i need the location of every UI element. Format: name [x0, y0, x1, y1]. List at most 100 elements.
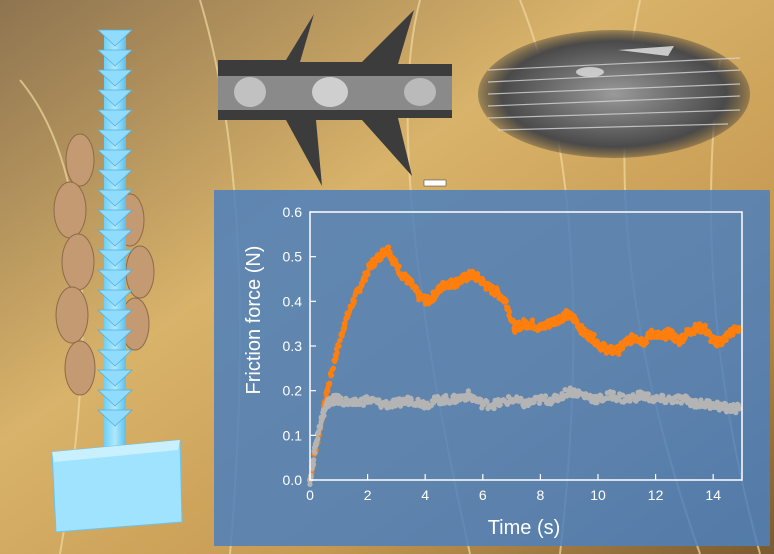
data-point	[667, 329, 673, 336]
data-point	[531, 399, 537, 405]
data-point	[327, 380, 333, 386]
data-point	[360, 402, 367, 408]
axes: 0 2 4 6 8 10 12 14 0.0 0.1 0.2 0.3 0.4 0.5 0.6	[283, 204, 743, 503]
data-point	[506, 309, 513, 315]
data-point	[332, 351, 339, 358]
data-point	[649, 329, 656, 336]
data-point	[652, 396, 659, 403]
data-point	[572, 316, 578, 323]
x-axis-label: Time (s)	[488, 517, 561, 539]
data-point	[684, 329, 691, 336]
x-tick-label: 8	[537, 487, 545, 503]
data-point	[396, 396, 403, 402]
data-point	[695, 401, 702, 408]
data-point	[485, 284, 492, 291]
data-point	[723, 337, 729, 343]
data-point	[478, 397, 484, 403]
data-point	[736, 325, 743, 332]
data-point	[312, 441, 319, 448]
data-point	[393, 401, 400, 408]
data-point	[724, 405, 731, 412]
data-point	[357, 288, 363, 295]
data-point	[710, 401, 717, 408]
data-point	[384, 244, 391, 251]
data-point	[736, 405, 743, 412]
data-point	[681, 396, 688, 403]
data-point	[422, 401, 429, 408]
data-point	[502, 298, 509, 305]
data-point	[465, 392, 472, 399]
y-tick-label: 0.0	[283, 472, 303, 488]
data-point	[554, 316, 561, 323]
data-point	[727, 329, 734, 336]
data-point	[329, 372, 335, 378]
data-point	[324, 401, 331, 408]
data-point	[316, 428, 322, 435]
data-point	[425, 298, 432, 305]
data-point	[330, 365, 337, 371]
friction-chart: 0 2 4 6 8 10 12 14 0.0 0.1 0.2 0.3 0.4 0.5 0.6 Time (s…	[243, 204, 743, 539]
data-point	[307, 481, 313, 487]
data-point	[407, 280, 414, 287]
series-1	[307, 244, 743, 483]
data-point	[350, 401, 357, 408]
data-point	[563, 311, 570, 318]
data-point	[312, 450, 318, 456]
x-tick-label: 12	[648, 487, 664, 503]
data-point	[537, 325, 544, 332]
data-point	[716, 407, 722, 413]
chart-panel: 0 2 4 6 8 10 12 14 0.0 0.1 0.2 0.3 0.4 0.5 0.6 Time (s…	[214, 190, 770, 546]
data-point	[620, 392, 626, 398]
x-tick-label: 14	[705, 487, 721, 503]
data-point	[508, 396, 515, 403]
data-point	[722, 401, 729, 407]
data-point	[675, 338, 682, 345]
data-point	[606, 347, 613, 354]
data-point	[494, 289, 501, 296]
data-point	[701, 325, 708, 332]
data-point	[733, 410, 739, 416]
x-tick-label: 10	[590, 487, 606, 503]
data-point	[720, 406, 727, 412]
y-tick-label: 0.2	[283, 383, 303, 399]
data-point	[615, 347, 622, 354]
data-point	[379, 401, 385, 408]
data-point	[566, 387, 573, 394]
data-point	[688, 403, 694, 409]
data-point	[390, 258, 397, 265]
data-point	[407, 396, 414, 403]
data-point	[674, 399, 680, 405]
data-point	[341, 320, 348, 327]
data-point	[451, 392, 457, 398]
data-point	[350, 298, 357, 305]
x-tick-label: 2	[364, 487, 372, 503]
data-point	[376, 253, 383, 260]
data-point	[580, 392, 587, 399]
data-point	[597, 343, 604, 349]
data-point	[551, 396, 558, 403]
y-tick-label: 0.3	[283, 338, 303, 354]
data-point	[367, 262, 374, 269]
data-point	[343, 395, 349, 401]
data-point	[387, 249, 393, 255]
data-point	[542, 393, 549, 399]
data-point	[399, 271, 406, 278]
data-point	[336, 343, 342, 349]
data-point	[476, 276, 483, 282]
x-tick-label: 0	[306, 487, 314, 503]
y-tick-label: 0.6	[283, 204, 303, 220]
data-point	[318, 414, 325, 421]
data-point	[609, 392, 616, 399]
data-point	[491, 405, 497, 412]
data-point	[667, 396, 673, 403]
y-tick-label: 0.5	[283, 249, 303, 265]
data-point	[315, 436, 321, 442]
data-point	[658, 334, 665, 341]
data-point	[589, 334, 596, 341]
y-tick-label: 0.4	[283, 293, 303, 309]
data-point	[494, 401, 501, 408]
data-point	[310, 461, 316, 467]
data-point	[459, 276, 466, 282]
data-point	[546, 320, 552, 327]
